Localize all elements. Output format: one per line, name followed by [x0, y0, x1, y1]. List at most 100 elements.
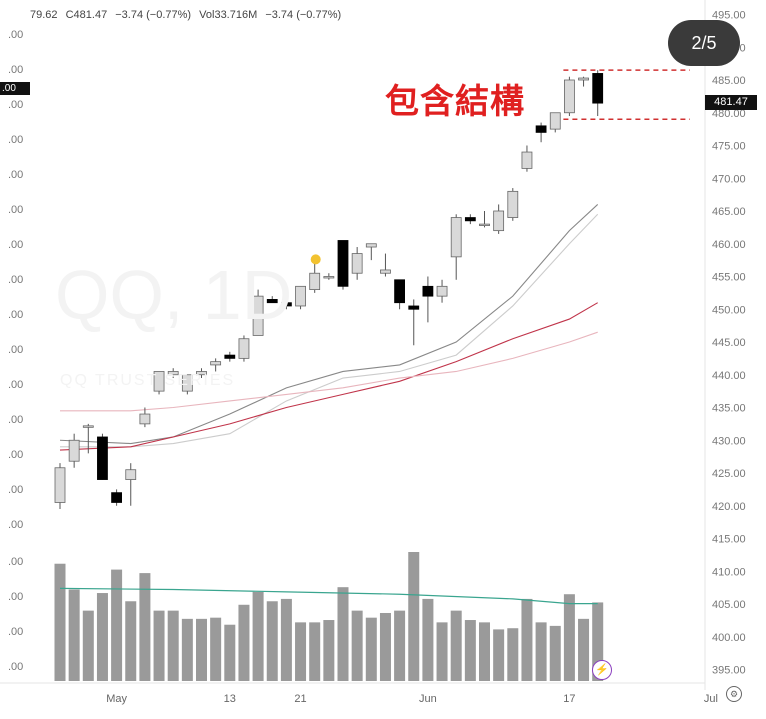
x-tick-label: 13 — [224, 693, 236, 705]
candle-up — [323, 276, 335, 279]
left-tick-label: .00 — [8, 134, 23, 146]
y-tick-label: 440.00 — [712, 370, 746, 382]
x-tick-label: 17 — [563, 693, 575, 705]
candle-down — [535, 125, 547, 133]
left-tick-label: .00 — [8, 626, 23, 638]
candle-up — [82, 425, 94, 428]
left-tick-label: .00 — [8, 99, 23, 111]
candle-down — [408, 305, 420, 310]
left-tick-label: .00 — [8, 344, 23, 356]
left-price-axis: .00 .00 .00 .00 .00 .00 .00 .00 .00 .00 .00 .00 .00.… — [8, 29, 23, 673]
volume-bar — [125, 601, 137, 681]
left-tick-label: .00 — [8, 484, 23, 496]
x-tick-label: 21 — [294, 693, 306, 705]
y-tick-label: 395.00 — [712, 665, 746, 677]
volume-bar — [295, 622, 307, 681]
left-price-label: .00 — [0, 82, 30, 95]
y-tick-label: 425.00 — [712, 468, 746, 480]
candle-down — [464, 217, 476, 222]
candle-up — [450, 217, 462, 258]
y-tick-label: 480.00 — [712, 108, 746, 120]
candle-down — [111, 492, 122, 503]
candle-down — [337, 240, 349, 287]
y-tick-label: 495.00 — [712, 10, 746, 22]
volume-bar — [266, 601, 278, 681]
volume-bar — [54, 563, 66, 681]
volume-bar — [309, 622, 321, 681]
left-tick-label: .00 — [8, 414, 23, 426]
volume-bar — [394, 610, 406, 681]
left-tick-label: .00 — [8, 274, 23, 286]
symbol-watermark-subtitle: QQ TRUST SERIES — [60, 372, 236, 389]
page-indicator-badge[interactable]: 2/5 — [668, 20, 740, 66]
y-tick-label: 420.00 — [712, 501, 746, 513]
x-tick-label: May — [106, 693, 127, 705]
annotation-text: 包含結構 — [385, 82, 525, 122]
candle-up — [365, 243, 377, 248]
left-tick-label: .00 — [8, 169, 23, 181]
left-tick-label: .00 — [8, 449, 23, 461]
highlight-zone — [563, 69, 690, 121]
candle-up — [181, 374, 193, 392]
volume-bar — [280, 598, 292, 681]
y-tick-label: 485.00 — [712, 75, 746, 87]
volume-bar — [563, 594, 575, 681]
volume-bar — [479, 622, 490, 681]
header-volume: Vol33.716M — [199, 9, 258, 21]
candle-down — [592, 73, 604, 104]
candle-up — [125, 469, 137, 480]
left-tick-label: .00 — [8, 29, 23, 41]
volume-bar — [365, 617, 377, 681]
left-tick-label: .00 — [8, 379, 23, 391]
y-tick-label: 410.00 — [712, 566, 746, 578]
volume-bar — [68, 589, 80, 681]
candle-down — [266, 299, 278, 304]
y-tick-label: 445.00 — [712, 337, 746, 349]
x-tick-label: Jul — [704, 693, 718, 705]
volume-bar — [592, 602, 604, 681]
volume-bar — [351, 610, 363, 681]
candle-up — [68, 439, 80, 462]
header-close: C481.47 — [65, 9, 108, 21]
moving-average-line — [60, 213, 599, 448]
price-axis[interactable]: 395.00 400.00 405.00 410.00 415.00 420.00 425.… — [712, 10, 746, 677]
volume-bar — [408, 552, 420, 681]
time-axis[interactable]: May 13 21 Jun 17 Jul — [106, 693, 718, 705]
candle-up — [479, 223, 490, 227]
volume-ma-line — [59, 587, 598, 605]
candle-up — [351, 253, 363, 274]
moving-average-layer — [59, 204, 599, 451]
lightning-icon[interactable]: ⚡ — [592, 660, 612, 680]
volume-bar — [238, 604, 250, 681]
left-tick-label: .00 — [8, 309, 23, 321]
volume-bar — [196, 618, 207, 681]
header-volume-change: −3.74 (−0.77%) — [265, 9, 342, 21]
volume-bar — [578, 618, 590, 681]
volume-bar — [436, 622, 448, 681]
candle-down — [224, 354, 236, 359]
y-tick-label: 460.00 — [712, 239, 746, 251]
left-tick-label: .00 — [8, 239, 23, 251]
volume-bar — [337, 587, 349, 681]
y-tick-label: 400.00 — [712, 632, 746, 644]
candle-up — [252, 295, 264, 336]
volume-bar — [96, 593, 108, 681]
left-tick-label: .00 — [8, 661, 23, 673]
candle-up — [380, 269, 391, 274]
y-tick-label: 455.00 — [712, 272, 746, 284]
left-tick-label: .00 — [8, 591, 23, 603]
candle-down — [422, 285, 434, 297]
candle-up — [167, 371, 179, 376]
volume-bar — [450, 610, 462, 681]
candle-up — [139, 413, 151, 425]
volume-bar — [210, 617, 222, 681]
volume-bar — [323, 620, 335, 681]
event-marker-dot — [310, 254, 321, 265]
candle-up — [578, 77, 589, 81]
volume-bar — [82, 610, 94, 681]
gear-icon[interactable]: ⚙ — [726, 686, 742, 702]
y-tick-label: 435.00 — [712, 403, 746, 415]
candle-up — [436, 285, 448, 297]
volume-bar — [549, 625, 561, 681]
